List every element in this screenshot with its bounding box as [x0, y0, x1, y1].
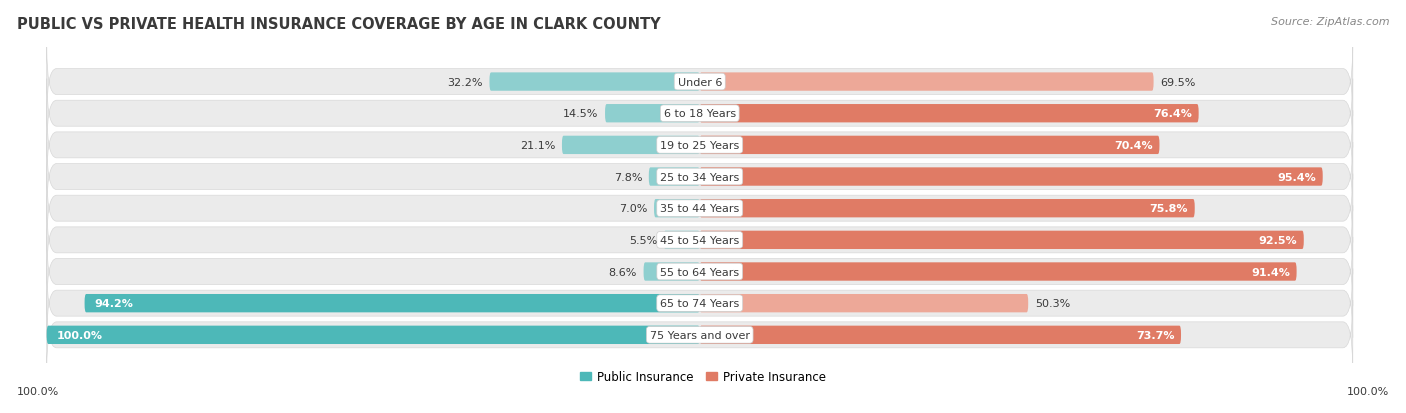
FancyBboxPatch shape	[84, 294, 700, 313]
FancyBboxPatch shape	[700, 105, 1199, 123]
Text: 50.3%: 50.3%	[1035, 299, 1070, 309]
FancyBboxPatch shape	[700, 136, 1160, 155]
FancyBboxPatch shape	[605, 105, 700, 123]
FancyBboxPatch shape	[700, 168, 1323, 186]
FancyBboxPatch shape	[46, 326, 700, 344]
Text: 100.0%: 100.0%	[1347, 387, 1389, 396]
Legend: Public Insurance, Private Insurance: Public Insurance, Private Insurance	[579, 370, 827, 383]
Text: PUBLIC VS PRIVATE HEALTH INSURANCE COVERAGE BY AGE IN CLARK COUNTY: PUBLIC VS PRIVATE HEALTH INSURANCE COVER…	[17, 17, 661, 31]
FancyBboxPatch shape	[46, 269, 1353, 338]
FancyBboxPatch shape	[46, 142, 1353, 211]
Text: Source: ZipAtlas.com: Source: ZipAtlas.com	[1271, 17, 1389, 26]
Text: 92.5%: 92.5%	[1258, 235, 1298, 245]
Text: 7.8%: 7.8%	[614, 172, 643, 182]
Text: 95.4%: 95.4%	[1278, 172, 1316, 182]
Text: 14.5%: 14.5%	[564, 109, 599, 119]
FancyBboxPatch shape	[654, 199, 700, 218]
Text: 21.1%: 21.1%	[520, 140, 555, 150]
Text: 6 to 18 Years: 6 to 18 Years	[664, 109, 735, 119]
Text: 91.4%: 91.4%	[1251, 267, 1291, 277]
Text: 75.8%: 75.8%	[1150, 204, 1188, 214]
Text: 19 to 25 Years: 19 to 25 Years	[659, 140, 740, 150]
Text: Under 6: Under 6	[678, 77, 721, 87]
FancyBboxPatch shape	[700, 73, 1153, 92]
Text: 8.6%: 8.6%	[609, 267, 637, 277]
Text: 65 to 74 Years: 65 to 74 Years	[659, 299, 740, 309]
Text: 7.0%: 7.0%	[619, 204, 648, 214]
FancyBboxPatch shape	[46, 301, 1353, 370]
FancyBboxPatch shape	[644, 263, 700, 281]
Text: 45 to 54 Years: 45 to 54 Years	[659, 235, 740, 245]
Text: 69.5%: 69.5%	[1160, 77, 1195, 87]
Text: 32.2%: 32.2%	[447, 77, 482, 87]
FancyBboxPatch shape	[562, 136, 700, 155]
FancyBboxPatch shape	[664, 231, 700, 249]
FancyBboxPatch shape	[46, 80, 1353, 148]
FancyBboxPatch shape	[700, 326, 1181, 344]
FancyBboxPatch shape	[700, 294, 1028, 313]
Text: 5.5%: 5.5%	[628, 235, 657, 245]
FancyBboxPatch shape	[700, 231, 1303, 249]
FancyBboxPatch shape	[46, 174, 1353, 243]
Text: 35 to 44 Years: 35 to 44 Years	[659, 204, 740, 214]
Text: 25 to 34 Years: 25 to 34 Years	[659, 172, 740, 182]
FancyBboxPatch shape	[489, 73, 700, 92]
FancyBboxPatch shape	[700, 263, 1296, 281]
Text: 76.4%: 76.4%	[1153, 109, 1192, 119]
Text: 73.7%: 73.7%	[1136, 330, 1174, 340]
Text: 100.0%: 100.0%	[17, 387, 59, 396]
Text: 75 Years and over: 75 Years and over	[650, 330, 749, 340]
FancyBboxPatch shape	[46, 111, 1353, 180]
FancyBboxPatch shape	[46, 206, 1353, 275]
FancyBboxPatch shape	[46, 237, 1353, 306]
FancyBboxPatch shape	[648, 168, 700, 186]
Text: 100.0%: 100.0%	[56, 330, 103, 340]
FancyBboxPatch shape	[700, 199, 1195, 218]
Text: 55 to 64 Years: 55 to 64 Years	[661, 267, 740, 277]
Text: 94.2%: 94.2%	[94, 299, 134, 309]
Text: 70.4%: 70.4%	[1115, 140, 1153, 150]
FancyBboxPatch shape	[46, 48, 1353, 117]
